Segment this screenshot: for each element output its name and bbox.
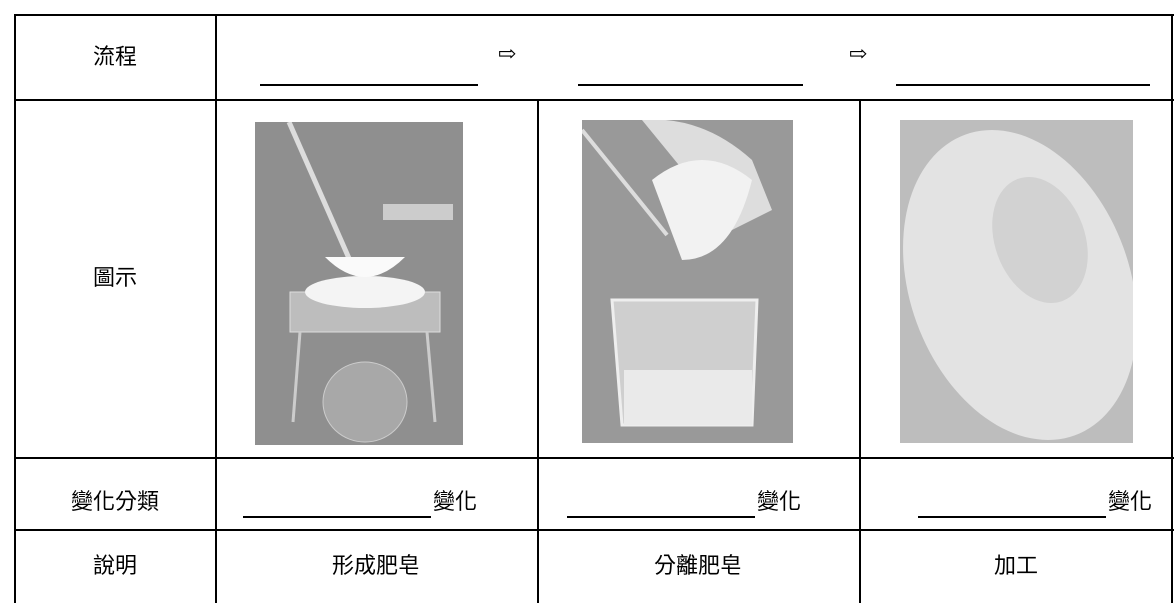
border <box>859 100 861 603</box>
border <box>1171 14 1173 603</box>
blank-line <box>567 516 755 518</box>
arrow: ⇨ <box>497 42 517 67</box>
border <box>215 14 217 603</box>
border <box>14 457 1174 459</box>
change-suffix: 變化 <box>1108 490 1153 515</box>
border <box>14 14 16 603</box>
description: 加工 <box>993 554 1039 579</box>
photo-separating-soap <box>582 120 793 443</box>
change-suffix: 變化 <box>433 490 478 515</box>
arrow: ⇨ <box>848 42 868 67</box>
photo-processing-soap <box>900 120 1133 443</box>
border <box>14 529 1174 531</box>
row-header: 流程 <box>92 45 138 70</box>
blank-line <box>243 516 431 518</box>
border <box>537 100 539 603</box>
border <box>14 14 1174 16</box>
change-suffix: 變化 <box>757 490 802 515</box>
photo-forming-soap <box>255 122 463 445</box>
description: 形成肥皂 <box>331 554 421 579</box>
blank-line <box>260 84 478 86</box>
row-header: 圖示 <box>92 266 138 291</box>
blank-line <box>578 84 803 86</box>
row-header: 說明 <box>92 554 138 579</box>
description: 分離肥皂 <box>653 554 743 579</box>
row-header: 變化分類 <box>70 490 160 515</box>
blank-line <box>918 516 1106 518</box>
blank-line <box>896 84 1150 86</box>
border <box>14 99 1174 101</box>
